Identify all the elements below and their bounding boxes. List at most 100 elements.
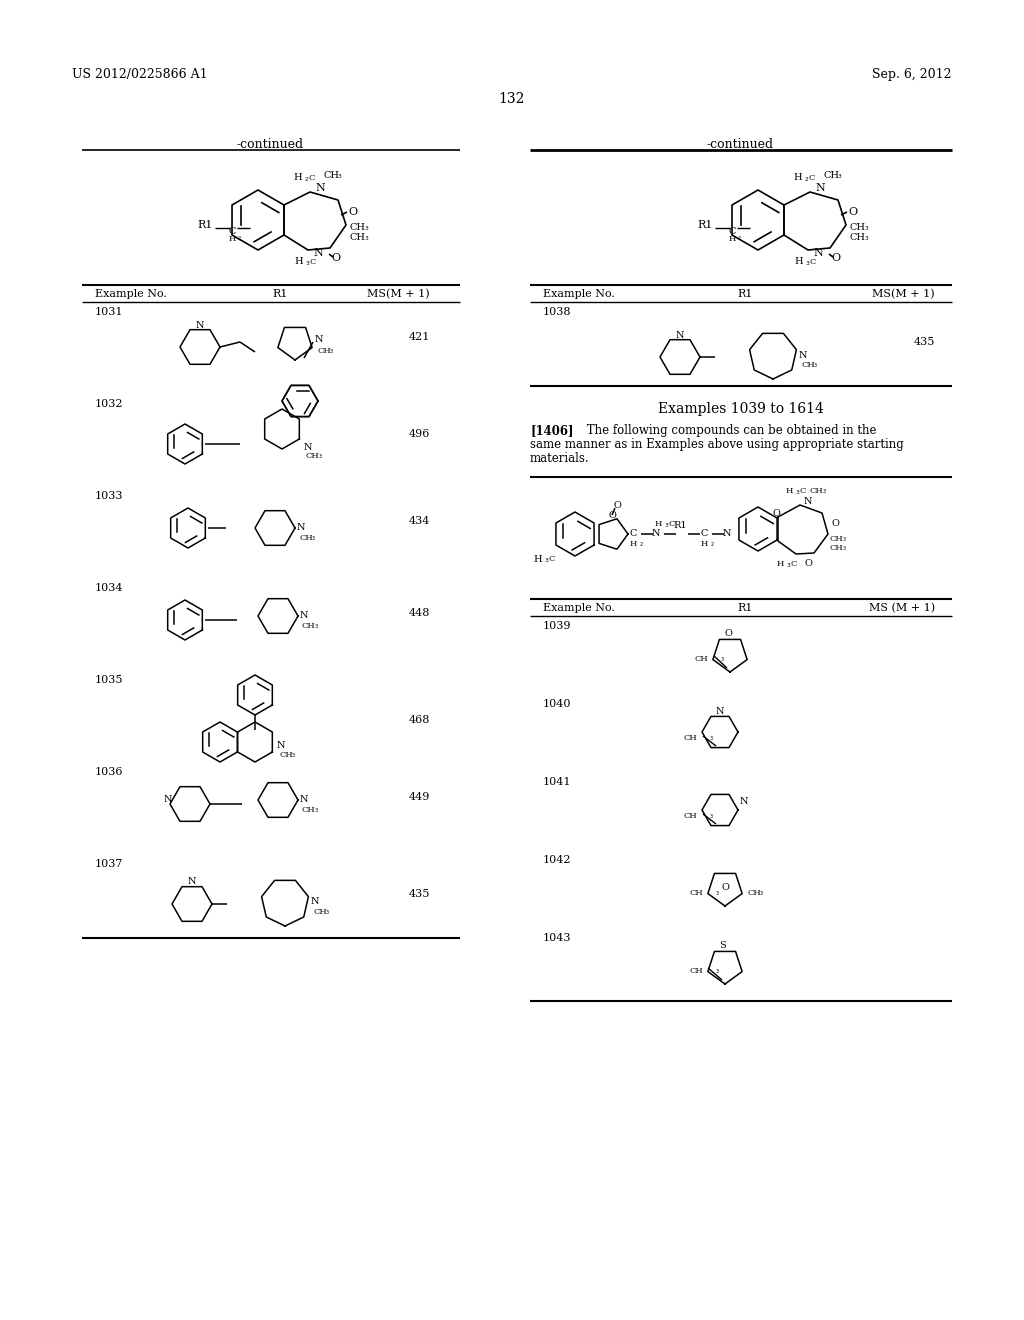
Text: R1: R1 bbox=[673, 521, 687, 531]
Text: 1038: 1038 bbox=[543, 308, 571, 317]
Text: O: O bbox=[348, 207, 357, 216]
Text: 435: 435 bbox=[409, 888, 430, 899]
Text: 1037: 1037 bbox=[95, 859, 123, 869]
Text: $_3$C: $_3$C bbox=[786, 560, 798, 570]
Text: $_3$: $_3$ bbox=[837, 173, 843, 181]
Text: 449: 449 bbox=[409, 792, 430, 803]
Text: CH: CH bbox=[317, 347, 331, 355]
Text: MS(M + 1): MS(M + 1) bbox=[368, 289, 430, 300]
Text: MS(M + 1): MS(M + 1) bbox=[872, 289, 935, 300]
Text: 1032: 1032 bbox=[95, 399, 124, 409]
Text: O: O bbox=[613, 502, 621, 511]
Text: N: N bbox=[300, 796, 308, 804]
Text: $_3$: $_3$ bbox=[314, 807, 318, 816]
Text: $_3$C: $_3$C bbox=[664, 520, 676, 531]
Text: N: N bbox=[799, 351, 808, 359]
Text: H: H bbox=[228, 235, 236, 243]
Text: C: C bbox=[630, 529, 637, 539]
Text: CH: CH bbox=[823, 172, 839, 181]
Text: same manner as in Examples above using appropriate starting: same manner as in Examples above using a… bbox=[530, 438, 904, 451]
Text: $_3$: $_3$ bbox=[314, 623, 318, 631]
Text: $_3$: $_3$ bbox=[864, 224, 869, 234]
Text: O: O bbox=[332, 253, 341, 263]
Text: CH: CH bbox=[694, 655, 708, 663]
Text: $_3$: $_3$ bbox=[291, 752, 296, 760]
Text: C: C bbox=[728, 227, 735, 236]
Text: N: N bbox=[187, 878, 197, 887]
Text: CH: CH bbox=[302, 622, 315, 630]
Text: $_3$: $_3$ bbox=[720, 656, 725, 664]
Text: H: H bbox=[630, 540, 637, 548]
Text: CH: CH bbox=[302, 807, 315, 814]
Text: CH: CH bbox=[746, 888, 761, 898]
Text: $_2$: $_2$ bbox=[639, 541, 644, 549]
Text: 1034: 1034 bbox=[95, 583, 124, 593]
Text: CH: CH bbox=[689, 888, 703, 898]
Text: H: H bbox=[534, 554, 542, 564]
Text: CH: CH bbox=[323, 172, 339, 181]
Text: N: N bbox=[164, 795, 172, 804]
Text: 1043: 1043 bbox=[543, 933, 571, 942]
Text: 1040: 1040 bbox=[543, 700, 571, 709]
Text: R1: R1 bbox=[737, 603, 753, 612]
Text: N: N bbox=[297, 524, 305, 532]
Text: N: N bbox=[278, 741, 286, 750]
Text: N: N bbox=[716, 708, 724, 717]
Text: 132: 132 bbox=[499, 92, 525, 106]
Text: 448: 448 bbox=[409, 609, 430, 618]
Text: O: O bbox=[772, 510, 780, 519]
Text: $_2$: $_2$ bbox=[237, 235, 242, 243]
Text: CH: CH bbox=[801, 360, 815, 370]
Text: O: O bbox=[721, 883, 729, 892]
Text: -continued: -continued bbox=[707, 139, 773, 150]
Text: H: H bbox=[294, 257, 303, 267]
Text: 421: 421 bbox=[409, 333, 430, 342]
Text: N: N bbox=[815, 183, 825, 193]
Text: 1036: 1036 bbox=[95, 767, 124, 777]
Text: 1035: 1035 bbox=[95, 675, 124, 685]
Text: Examples 1039 to 1614: Examples 1039 to 1614 bbox=[658, 403, 824, 416]
Text: CH: CH bbox=[689, 968, 703, 975]
Text: R1: R1 bbox=[198, 220, 213, 230]
Text: $_3$: $_3$ bbox=[329, 347, 334, 356]
Text: Sep. 6, 2012: Sep. 6, 2012 bbox=[872, 69, 952, 81]
Text: O: O bbox=[804, 560, 812, 569]
Text: $_3$C: $_3$C bbox=[795, 487, 807, 498]
Text: Example No.: Example No. bbox=[543, 603, 614, 612]
Text: 1039: 1039 bbox=[543, 620, 571, 631]
Text: The following compounds can be obtained in the: The following compounds can be obtained … bbox=[583, 424, 877, 437]
Text: O: O bbox=[831, 253, 841, 263]
Text: C: C bbox=[700, 529, 708, 539]
Text: US 2012/0225866 A1: US 2012/0225866 A1 bbox=[72, 69, 208, 81]
Text: Example No.: Example No. bbox=[95, 289, 167, 300]
Text: N: N bbox=[723, 529, 731, 539]
Text: $_3$: $_3$ bbox=[842, 545, 847, 553]
Text: $_3$: $_3$ bbox=[709, 735, 714, 743]
Text: CH: CH bbox=[279, 751, 293, 759]
Text: H: H bbox=[795, 257, 803, 267]
Text: CH: CH bbox=[313, 908, 327, 916]
Text: H: H bbox=[728, 235, 735, 243]
Text: $_3$: $_3$ bbox=[715, 890, 720, 898]
Text: H: H bbox=[700, 540, 708, 548]
Text: $_3$: $_3$ bbox=[709, 813, 714, 821]
Text: 1033: 1033 bbox=[95, 491, 124, 502]
Text: O: O bbox=[831, 520, 839, 528]
Text: 435: 435 bbox=[913, 337, 935, 347]
Text: R1: R1 bbox=[737, 289, 753, 300]
Text: 1041: 1041 bbox=[543, 777, 571, 787]
Text: $_3$: $_3$ bbox=[318, 453, 323, 461]
Text: H: H bbox=[293, 173, 302, 182]
Text: O: O bbox=[724, 630, 732, 639]
Text: CH: CH bbox=[350, 234, 366, 243]
Text: 434: 434 bbox=[409, 516, 430, 525]
Text: N: N bbox=[804, 496, 812, 506]
Text: $_2$: $_2$ bbox=[737, 235, 741, 243]
Text: H: H bbox=[776, 560, 784, 568]
Text: N: N bbox=[676, 330, 684, 339]
Text: CH: CH bbox=[850, 234, 866, 243]
Text: CH: CH bbox=[830, 544, 844, 552]
Text: $_3$: $_3$ bbox=[364, 235, 370, 243]
Text: H: H bbox=[794, 173, 802, 182]
Text: N: N bbox=[313, 248, 323, 257]
